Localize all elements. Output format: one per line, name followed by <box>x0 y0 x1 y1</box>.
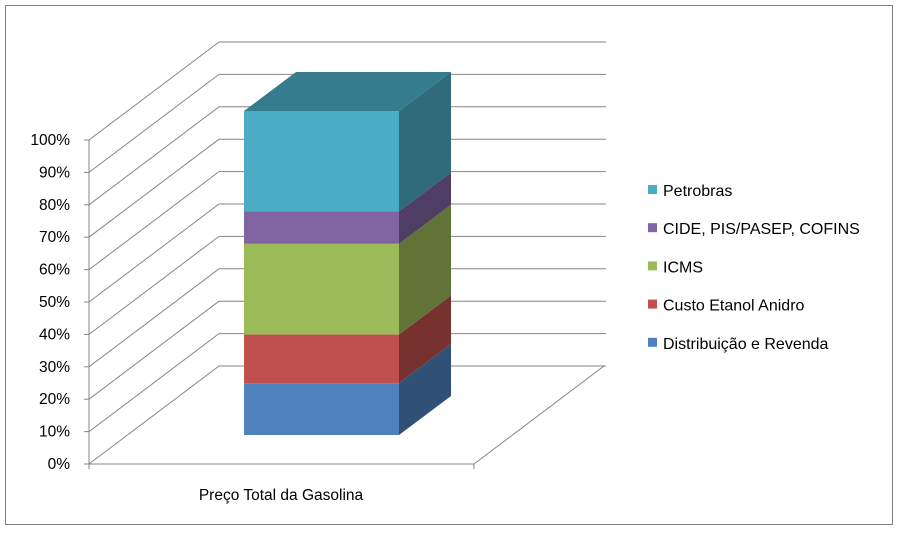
side-gridline <box>88 74 220 173</box>
y-tick-label: 80% <box>39 197 70 214</box>
legend-swatch-icms <box>648 261 657 271</box>
bar-side-petrobras <box>399 72 451 212</box>
side-gridline <box>88 300 220 400</box>
side-gridline <box>88 236 220 335</box>
bar-side-cide-pis-pasep-cofins <box>399 172 451 244</box>
y-tick-label: 10% <box>39 424 70 441</box>
y-tick-label: 20% <box>39 391 70 408</box>
y-tick-label: 60% <box>39 262 70 279</box>
legend-swatch-petrobras <box>648 185 657 194</box>
side-gridline <box>88 106 220 206</box>
y-tick-label: 100% <box>30 132 70 149</box>
bar-side-icms <box>399 204 451 335</box>
bar-top-petrobras <box>244 72 451 111</box>
bar-segment-custo-etanol-anidro <box>244 334 399 384</box>
y-tick-label: 90% <box>39 164 70 181</box>
side-gridline <box>88 203 220 303</box>
legend: Petrobras CIDE, PIS/PASEP, COFINS ICMS Cust… <box>648 183 860 353</box>
legend-label-icms: ICMS <box>663 259 703 276</box>
y-tick-label: 30% <box>39 359 70 376</box>
floor-right-edge <box>473 365 605 465</box>
side-gridline <box>88 333 220 432</box>
legend-label-cide-pis-pasep-cofins: CIDE, PIS/PASEP, COFINS <box>663 221 860 238</box>
legend-swatch-distribui-o-e-revenda <box>648 337 657 347</box>
bar-segment-cide-pis-pasep-cofins <box>244 211 399 244</box>
legend-label-distribui-o-e-revenda: Distribuição e Revenda <box>663 336 829 353</box>
bar-segment-icms <box>244 243 399 335</box>
x-axis: Preço Total da Gasolina <box>199 487 364 504</box>
bar-side-distribui-o-e-revenda <box>399 344 451 435</box>
legend-swatch-cide-pis-pasep-cofins <box>648 223 657 233</box>
y-axis: 0% 10% 20% 30% 40% 50% 60% 70% 80% 90% 100% <box>30 132 90 473</box>
y-tick-label: 50% <box>39 294 70 311</box>
side-gridline <box>88 365 220 465</box>
bar-segment-petrobras <box>244 111 399 212</box>
side-gridline <box>88 41 220 141</box>
y-tick-label: 40% <box>39 326 70 343</box>
y-tick-label: 0% <box>48 456 71 473</box>
legend-label-petrobras: Petrobras <box>663 183 732 200</box>
category-label: Preço Total da Gasolina <box>199 487 364 504</box>
side-gridline <box>88 171 220 270</box>
legend-swatch-custo-etanol-anidro <box>648 299 657 309</box>
bar-stack <box>244 72 451 435</box>
y-tick-label: 70% <box>39 229 70 246</box>
side-gridline <box>88 138 220 238</box>
bar-side-custo-etanol-anidro <box>399 295 451 384</box>
bar-segment-distribui-o-e-revenda <box>244 383 399 435</box>
legend-label-custo-etanol-anidro: Custo Etanol Anidro <box>663 298 805 315</box>
side-gridline <box>88 268 220 368</box>
